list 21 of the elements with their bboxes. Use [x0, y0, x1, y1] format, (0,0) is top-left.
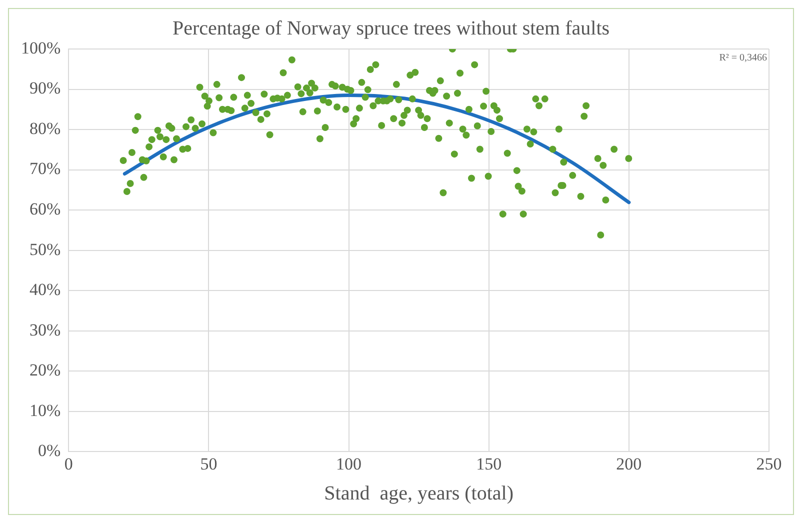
y-tick-label: 40% [29, 280, 61, 300]
x-tick-label: 150 [476, 454, 502, 474]
y-tick-label: 70% [29, 159, 61, 178]
y-tick-label: 100% [20, 38, 61, 58]
annotation: R² = 0,3466 [719, 52, 767, 64]
y-tick-label: 30% [29, 320, 61, 340]
y-tick-label: 0% [38, 441, 61, 460]
y-tick-label: 20% [29, 360, 61, 380]
x-tick-label: 50 [200, 454, 218, 474]
y-tick-label: 80% [29, 118, 61, 138]
y-tick-label: 50% [29, 240, 61, 259]
x-tick-label: 0 [64, 454, 73, 474]
x-tick-label: 100 [336, 454, 362, 474]
y-tick-label: 10% [29, 400, 61, 420]
x-tick-label: 250 [756, 454, 782, 474]
y-tick-label: 90% [29, 78, 61, 98]
line-series [122, 94, 631, 204]
x-axis-title: Stand age, years (total) [324, 482, 514, 504]
chart-title: Percentage of Norway spruce trees without stem faults [172, 17, 610, 40]
x-tick-label: 200 [616, 454, 642, 474]
y-tick-label: 60% [29, 200, 61, 219]
